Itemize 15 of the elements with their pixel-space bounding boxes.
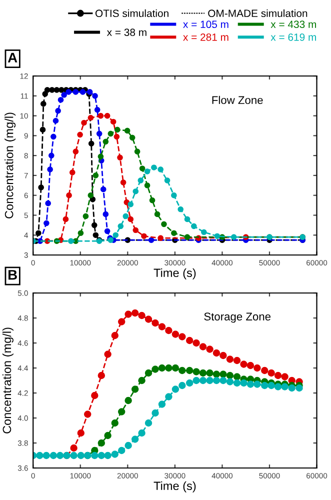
text: OM-MADE simulation [208,9,308,18]
legend-label: x = 433 m [270,20,316,28]
legend-label: x = 281 m [183,33,228,41]
x-axis-title: Time (s) [154,268,196,280]
annotation: Storage Zone [204,312,271,323]
x-axis-title: Time (s) [154,481,196,492]
text: OTIS simulation [95,9,168,18]
legend-label: x = 38 m [106,28,146,36]
y-axis-title: Concentration (mg/l) [2,328,14,434]
legend-label: x = 105 m [183,20,228,28]
y-axis-title: Concentration (mg/l) [4,112,16,218]
legend-label: x = 619 m [270,33,316,41]
annotation: Flow Zone [212,96,263,104]
text: A [8,52,18,62]
text: B [8,270,17,280]
